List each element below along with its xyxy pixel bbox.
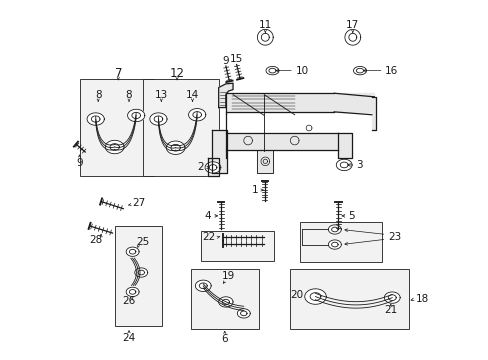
- Text: 20: 20: [290, 290, 303, 300]
- Polygon shape: [384, 292, 399, 303]
- Polygon shape: [126, 247, 139, 256]
- Polygon shape: [126, 287, 139, 297]
- Text: 8: 8: [95, 90, 102, 100]
- Text: 19: 19: [221, 271, 235, 281]
- Bar: [143, 79, 219, 176]
- Text: 5: 5: [348, 211, 354, 221]
- Text: 27: 27: [132, 198, 145, 208]
- Text: 24: 24: [122, 333, 135, 343]
- Text: 11: 11: [258, 20, 271, 30]
- Text: 4: 4: [204, 211, 211, 221]
- Text: 10: 10: [295, 66, 308, 76]
- Polygon shape: [166, 141, 184, 154]
- Polygon shape: [336, 159, 351, 171]
- Text: 18: 18: [415, 294, 428, 304]
- Polygon shape: [265, 67, 278, 75]
- Polygon shape: [371, 97, 376, 130]
- Polygon shape: [188, 108, 205, 121]
- Polygon shape: [225, 133, 337, 149]
- Polygon shape: [127, 109, 144, 122]
- Bar: [191, 269, 258, 329]
- Text: 8: 8: [125, 90, 132, 100]
- Bar: [290, 269, 408, 329]
- Polygon shape: [304, 289, 325, 304]
- Text: 6: 6: [221, 333, 227, 343]
- Text: 12: 12: [169, 67, 184, 80]
- Polygon shape: [237, 309, 250, 318]
- Polygon shape: [87, 113, 104, 125]
- Polygon shape: [344, 30, 360, 45]
- Polygon shape: [207, 158, 218, 176]
- Polygon shape: [195, 280, 211, 292]
- Text: 1: 1: [251, 185, 258, 195]
- Text: 13: 13: [154, 90, 167, 100]
- Text: 7: 7: [114, 67, 122, 80]
- Text: 15: 15: [229, 54, 243, 64]
- Text: 22: 22: [202, 232, 215, 242]
- Text: 23: 23: [387, 232, 400, 242]
- Polygon shape: [218, 297, 233, 307]
- Bar: [115, 226, 162, 326]
- Polygon shape: [212, 130, 226, 173]
- Polygon shape: [328, 225, 341, 234]
- Polygon shape: [337, 133, 351, 158]
- Polygon shape: [204, 162, 221, 173]
- Polygon shape: [149, 113, 167, 125]
- Polygon shape: [135, 268, 147, 277]
- Text: 25: 25: [137, 237, 150, 247]
- Text: 2: 2: [197, 162, 204, 172]
- Text: 9: 9: [222, 56, 229, 66]
- Text: 3: 3: [355, 160, 362, 170]
- Polygon shape: [353, 67, 366, 75]
- Text: 14: 14: [185, 90, 199, 100]
- Bar: [300, 222, 381, 262]
- Text: 17: 17: [346, 20, 359, 30]
- Polygon shape: [328, 240, 341, 249]
- Bar: [201, 231, 274, 261]
- Polygon shape: [257, 149, 273, 173]
- Polygon shape: [225, 93, 373, 112]
- Text: 28: 28: [89, 235, 102, 245]
- Text: 26: 26: [122, 296, 135, 306]
- Polygon shape: [218, 83, 233, 108]
- Bar: [80, 79, 154, 176]
- Polygon shape: [257, 30, 273, 45]
- Text: 16: 16: [384, 66, 398, 76]
- Polygon shape: [105, 140, 124, 154]
- Text: 9: 9: [76, 158, 82, 168]
- Text: 21: 21: [384, 305, 397, 315]
